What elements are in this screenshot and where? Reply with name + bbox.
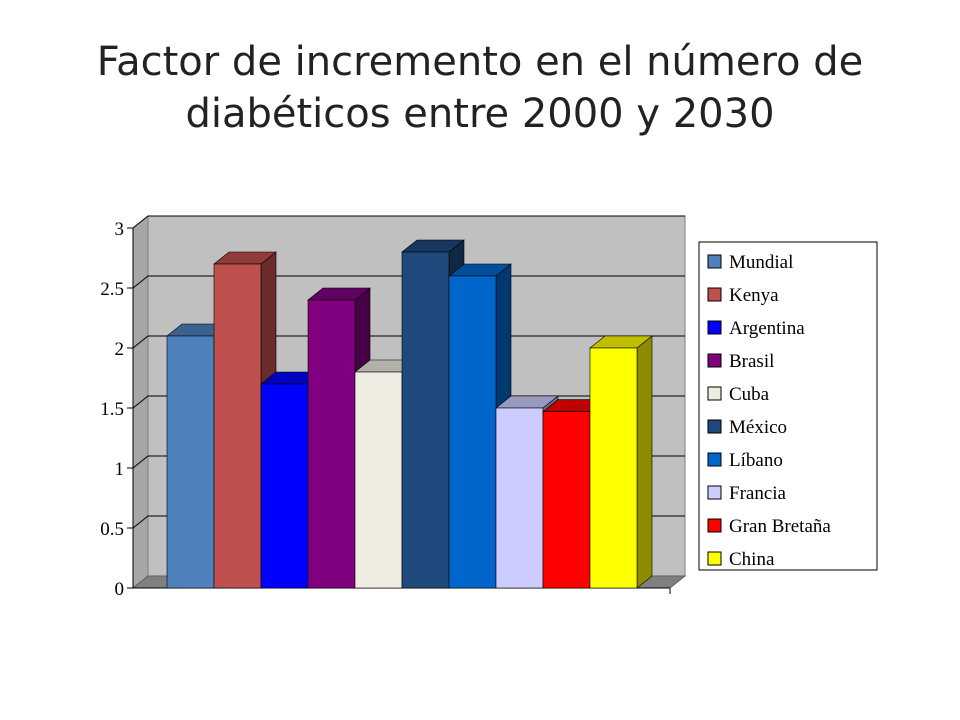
bar-front [307,299,356,589]
bars [166,239,653,589]
title-line-2: diabéticos entre 2000 y 2030 [185,91,775,137]
y-tick-label: 1 [115,459,125,480]
title-line-1: Factor de incremento en el número de [96,39,864,85]
chart-title: Factor de incremento en el número de dia… [0,36,960,140]
bar-side [636,335,653,589]
legend-label: Argentina [729,318,805,339]
legend-label: México [729,417,787,438]
y-tick-label: 2 [115,339,125,360]
y-tick-label: 0 [115,579,125,600]
gridline-side [132,515,149,529]
legend-label: Líbano [729,450,783,471]
legend-swatch [707,386,722,401]
legend-label: Kenya [729,285,779,306]
bar [589,335,653,589]
legend-swatch [707,419,722,434]
legend-swatch [707,452,722,467]
y-tick-label: 0.5 [100,519,124,540]
legend-label: Francia [729,483,787,504]
y-tick-labels: 0 0.5 1 1.5 2 2.5 3 [100,219,124,600]
legend-swatch [707,320,722,335]
y-tick-label: 1.5 [100,399,124,420]
legend-label: Brasil [729,351,774,372]
legend-swatch [707,353,722,368]
bar-front [589,347,638,589]
bar-front [213,263,262,589]
legend-swatch [707,485,722,500]
legend-box [698,241,878,571]
legend-swatch [707,518,722,533]
legend-label: China [729,549,775,570]
bar-front [401,251,450,589]
bar [307,287,371,589]
y-tick-label: 2.5 [100,279,124,300]
legend-swatch [707,287,722,302]
bar-front [495,407,544,589]
bar-front [542,411,591,589]
gridline-side [132,275,149,289]
legend-swatch [707,254,722,269]
gridline-side [132,455,149,469]
bar-front [448,275,497,589]
bar-front [166,335,215,589]
y-tick-label: 3 [115,219,125,240]
legend-label: Gran Bretaña [729,516,831,537]
legend-label: Cuba [729,384,770,405]
gridline-side [132,395,149,409]
gridline-side [132,335,149,349]
legend-label: Mundial [729,252,793,273]
bar-front [260,383,309,589]
legend-swatch [707,551,722,566]
bar-front [354,371,403,589]
gridline-side [132,215,149,229]
legend: Mundial Kenya Argentina Brasil Cuba México Líb… [698,241,878,571]
